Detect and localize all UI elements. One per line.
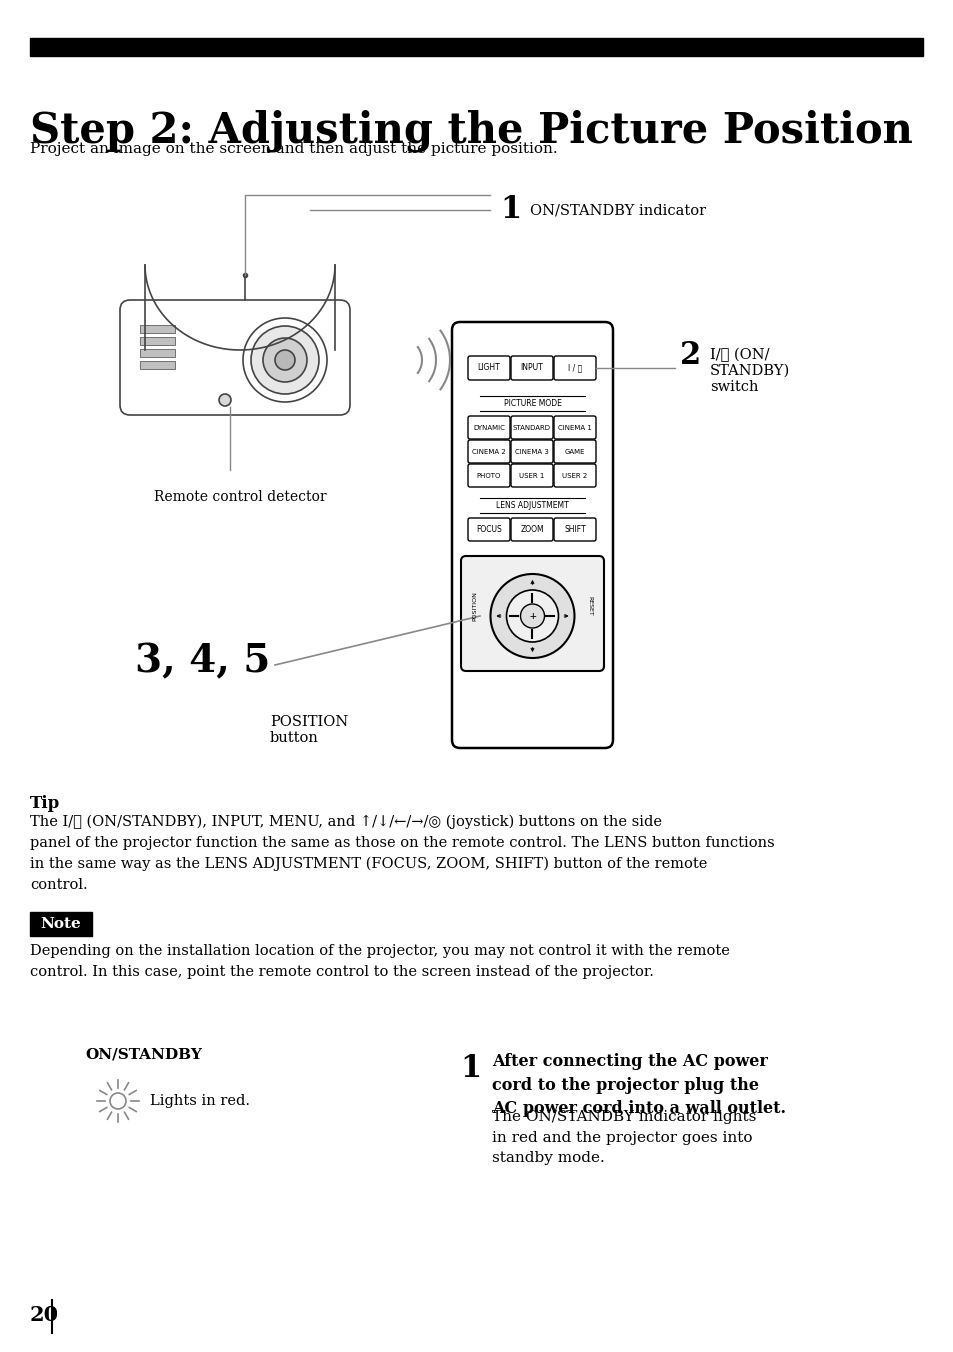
Text: ON/STANDBY: ON/STANDBY	[85, 1048, 202, 1063]
Circle shape	[506, 589, 558, 642]
Text: Remote control detector: Remote control detector	[153, 489, 326, 504]
FancyBboxPatch shape	[468, 416, 510, 439]
Circle shape	[110, 1092, 126, 1109]
Text: The ON/STANDBY indicator lights
in red and the projector goes into
standby mode.: The ON/STANDBY indicator lights in red a…	[492, 1110, 756, 1165]
Text: 1: 1	[459, 1053, 480, 1084]
Text: STANDARD: STANDARD	[513, 425, 551, 430]
FancyBboxPatch shape	[468, 464, 510, 487]
FancyBboxPatch shape	[468, 518, 510, 541]
FancyBboxPatch shape	[460, 556, 603, 671]
Circle shape	[520, 604, 544, 627]
Text: PHOTO: PHOTO	[476, 472, 500, 479]
FancyBboxPatch shape	[554, 416, 596, 439]
Text: Tip: Tip	[30, 795, 60, 813]
FancyBboxPatch shape	[554, 464, 596, 487]
FancyBboxPatch shape	[554, 518, 596, 541]
Text: I / ⏻: I / ⏻	[567, 364, 581, 373]
Text: 2: 2	[679, 339, 700, 370]
Text: INPUT: INPUT	[520, 364, 543, 373]
Text: switch: switch	[709, 380, 758, 393]
Text: CINEMA 3: CINEMA 3	[515, 449, 548, 454]
Text: LENS ADJUSTMEMT: LENS ADJUSTMEMT	[496, 502, 568, 511]
Text: USER 1: USER 1	[518, 472, 544, 479]
Text: 3, 4, 5: 3, 4, 5	[134, 642, 270, 680]
Text: ZOOM: ZOOM	[519, 525, 543, 534]
FancyBboxPatch shape	[120, 300, 350, 415]
Circle shape	[263, 338, 307, 383]
Bar	[140, 324, 174, 333]
FancyBboxPatch shape	[511, 464, 553, 487]
FancyBboxPatch shape	[452, 322, 613, 748]
Bar	[30, 38, 923, 55]
Text: After connecting the AC power
cord to the projector plug the
AC power cord into : After connecting the AC power cord to th…	[492, 1053, 785, 1117]
Text: USER 2: USER 2	[561, 472, 587, 479]
Circle shape	[243, 318, 327, 402]
Text: LIGHT: LIGHT	[477, 364, 500, 373]
Text: The I/⏻ (ON/STANDBY), INPUT, MENU, and ↑/↓/←/→/◎ (joystick) buttons on the side
: The I/⏻ (ON/STANDBY), INPUT, MENU, and ↑…	[30, 815, 774, 892]
FancyBboxPatch shape	[468, 439, 510, 462]
Text: PICTURE MODE: PICTURE MODE	[503, 399, 561, 408]
Circle shape	[219, 393, 231, 406]
Text: SHIFT: SHIFT	[563, 525, 585, 534]
Text: 20: 20	[30, 1305, 59, 1325]
Text: 1: 1	[499, 195, 520, 226]
Text: CINEMA 1: CINEMA 1	[558, 425, 591, 430]
Text: DYNAMIC: DYNAMIC	[473, 425, 504, 430]
Text: I/⏻ (ON/: I/⏻ (ON/	[709, 347, 769, 362]
Text: FOCUS: FOCUS	[476, 525, 501, 534]
Text: STANDBY): STANDBY)	[709, 364, 789, 379]
Text: CINEMA 2: CINEMA 2	[472, 449, 505, 454]
Bar	[30, 913, 91, 936]
Text: POSITION: POSITION	[472, 591, 477, 621]
Text: RESET: RESET	[587, 596, 592, 617]
FancyBboxPatch shape	[511, 439, 553, 462]
Bar	[140, 361, 174, 369]
FancyBboxPatch shape	[554, 439, 596, 462]
FancyBboxPatch shape	[511, 518, 553, 541]
Text: Project an image on the screen and then adjust the picture position.: Project an image on the screen and then …	[30, 142, 558, 155]
Text: Step 2: Adjusting the Picture Position: Step 2: Adjusting the Picture Position	[30, 110, 912, 153]
FancyBboxPatch shape	[511, 356, 553, 380]
Circle shape	[274, 350, 294, 370]
Text: Lights in red.: Lights in red.	[150, 1094, 250, 1109]
FancyBboxPatch shape	[468, 356, 510, 380]
Text: POSITION: POSITION	[270, 715, 348, 729]
Circle shape	[490, 575, 574, 658]
FancyBboxPatch shape	[554, 356, 596, 380]
Text: button: button	[270, 731, 318, 745]
Text: Depending on the installation location of the projector, you may not control it : Depending on the installation location o…	[30, 944, 729, 979]
FancyBboxPatch shape	[511, 416, 553, 439]
Text: GAME: GAME	[564, 449, 584, 454]
Circle shape	[251, 326, 318, 393]
Text: Note: Note	[41, 917, 81, 932]
Text: ON/STANDBY indicator: ON/STANDBY indicator	[530, 203, 705, 218]
Bar	[140, 337, 174, 345]
Bar	[140, 349, 174, 357]
Text: +: +	[529, 611, 536, 621]
